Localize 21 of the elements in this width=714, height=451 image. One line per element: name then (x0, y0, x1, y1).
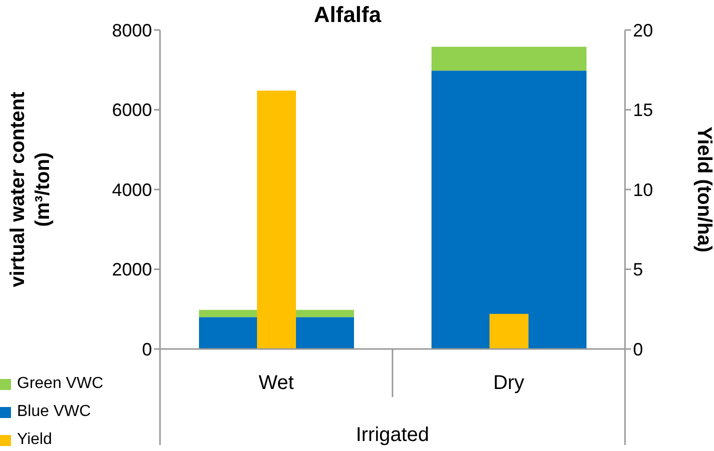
bar (432, 46, 586, 71)
y2-tick-label: 5 (633, 260, 644, 280)
x-tick-label: Wet (258, 372, 294, 394)
y2-tick-label: 15 (633, 100, 654, 120)
y-tick-label: 2000 (112, 260, 152, 280)
x-tick-label: Dry (493, 372, 524, 394)
legend-label: Green VWC (17, 374, 104, 394)
y-axis-title: virtual water content (m³/ton) (7, 91, 54, 288)
y2-axis-title: Yield (ton/ha) (693, 126, 714, 252)
x-axis-title: Irrigated (356, 424, 430, 446)
bar (432, 70, 586, 349)
y2-tick-label: 10 (633, 180, 654, 200)
legend-label: Blue VWC (17, 402, 91, 422)
y2-tick-label: 0 (633, 339, 644, 360)
legend-label: Yield (17, 430, 52, 450)
chart-title: Alfalfa (314, 2, 382, 27)
y-tick-label: 8000 (112, 20, 152, 40)
y-tick-label: 0 (142, 339, 152, 360)
y2-tick-label: 20 (633, 20, 654, 40)
y-tick-label: 4000 (112, 180, 152, 200)
y-tick-label: 6000 (112, 100, 152, 120)
